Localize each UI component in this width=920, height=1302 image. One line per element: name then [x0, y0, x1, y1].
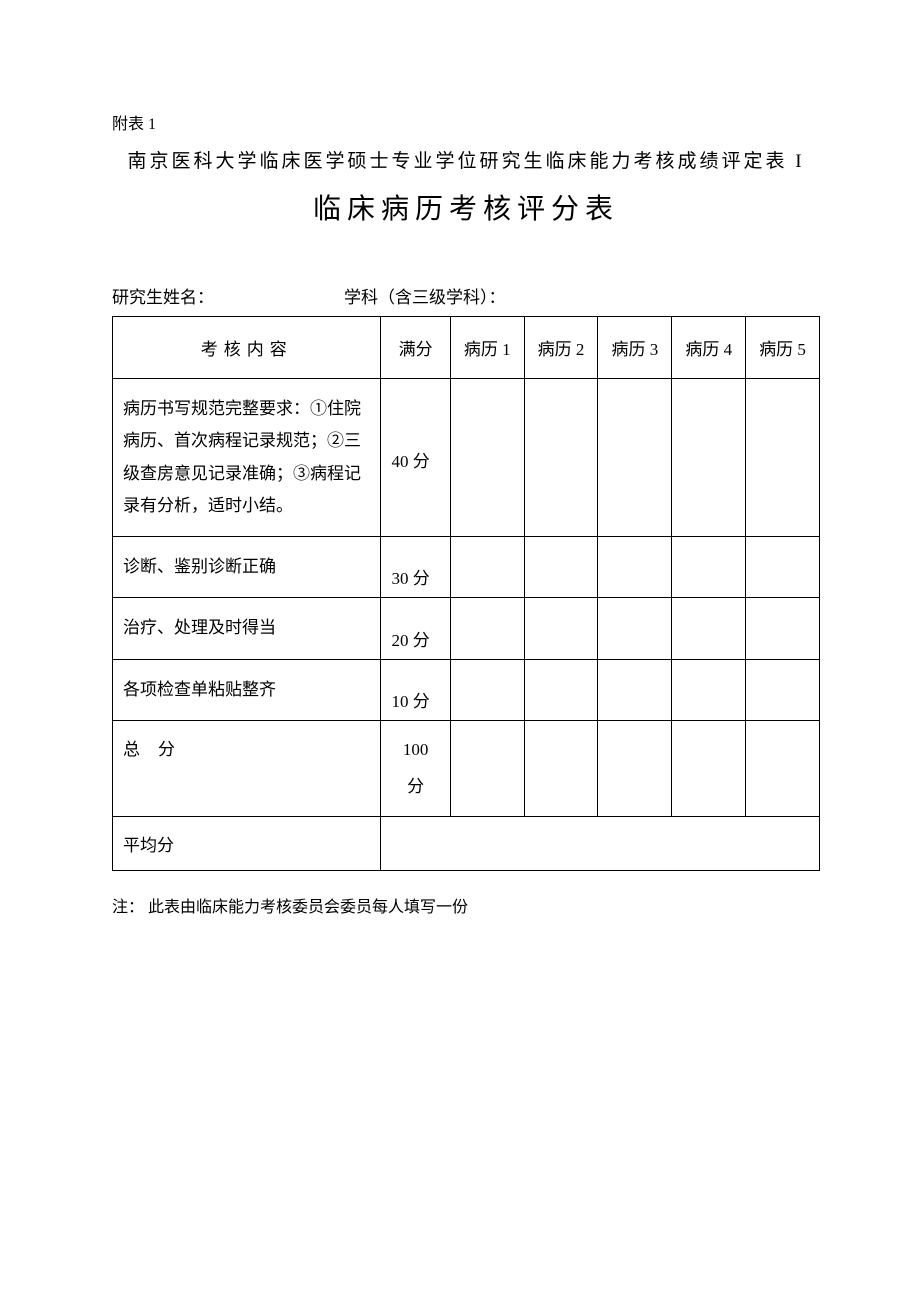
total-prefix: 总	[123, 740, 158, 759]
average-value	[381, 816, 820, 870]
total-label: 总分	[113, 721, 381, 817]
total-score-unit: 分	[407, 777, 424, 796]
footnote: 注： 此表由临床能力考核委员会委员每人填写一份	[112, 893, 820, 917]
row-score: 40 分	[381, 379, 450, 537]
cell-blank	[524, 537, 598, 598]
cell-blank	[746, 598, 820, 659]
cell-blank	[746, 659, 820, 720]
table-row: 各项检查单粘贴整齐 10 分	[113, 659, 820, 720]
cell-blank	[524, 659, 598, 720]
row-content: 各项检查单粘贴整齐	[113, 659, 381, 720]
total-score: 100 分	[381, 721, 450, 817]
cell-blank	[598, 379, 672, 537]
header-case-3: 病历 3	[598, 317, 672, 379]
row-content: 治疗、处理及时得当	[113, 598, 381, 659]
row-content: 诊断、鉴别诊断正确	[113, 537, 381, 598]
cell-blank	[672, 537, 746, 598]
cell-blank	[598, 659, 672, 720]
info-row: 研究生姓名： 学科（含三级学科）：	[112, 283, 820, 308]
table-total-row: 总分 100 分	[113, 721, 820, 817]
cell-blank	[598, 721, 672, 817]
cell-blank	[450, 659, 524, 720]
table-row: 病历书写规范完整要求：①住院病历、首次病程记录规范；②三级查房意见记录准确；③病…	[113, 379, 820, 537]
header-case-5: 病历 5	[746, 317, 820, 379]
score-table: 考核内容 满分 病历 1 病历 2 病历 3 病历 4 病历 5 病历书写规范完…	[112, 316, 820, 871]
cell-blank	[672, 721, 746, 817]
row-score: 20 分	[381, 598, 450, 659]
header-case-1: 病历 1	[450, 317, 524, 379]
cell-blank	[598, 537, 672, 598]
cell-blank	[598, 598, 672, 659]
appendix-label: 附表 1	[112, 110, 820, 134]
total-score-num: 100	[403, 740, 429, 759]
page-heading-2: 临床病历考核评分表	[112, 187, 820, 227]
cell-blank	[746, 721, 820, 817]
cell-blank	[524, 598, 598, 659]
row-score: 10 分	[381, 659, 450, 720]
header-full-score: 满分	[381, 317, 450, 379]
cell-blank	[672, 379, 746, 537]
header-case-2: 病历 2	[524, 317, 598, 379]
table-average-row: 平均分	[113, 816, 820, 870]
table-row: 治疗、处理及时得当 20 分	[113, 598, 820, 659]
table-row: 诊断、鉴别诊断正确 30 分	[113, 537, 820, 598]
cell-blank	[746, 537, 820, 598]
cell-blank	[524, 379, 598, 537]
header-content: 考核内容	[113, 317, 381, 379]
student-name-label: 研究生姓名：	[112, 283, 214, 308]
cell-blank	[450, 598, 524, 659]
cell-blank	[524, 721, 598, 817]
table-header-row: 考核内容 满分 病历 1 病历 2 病历 3 病历 4 病历 5	[113, 317, 820, 379]
row-score: 30 分	[381, 537, 450, 598]
average-label: 平均分	[113, 816, 381, 870]
row-content: 病历书写规范完整要求：①住院病历、首次病程记录规范；②三级查房意见记录准确；③病…	[113, 379, 381, 537]
subject-label: 学科（含三级学科）：	[344, 283, 506, 308]
cell-blank	[450, 721, 524, 817]
total-suffix: 分	[158, 740, 175, 759]
cell-blank	[450, 537, 524, 598]
cell-blank	[450, 379, 524, 537]
page-heading-1: 南京医科大学临床医学硕士专业学位研究生临床能力考核成绩评定表 I	[112, 146, 820, 173]
cell-blank	[746, 379, 820, 537]
cell-blank	[672, 659, 746, 720]
header-case-4: 病历 4	[672, 317, 746, 379]
cell-blank	[672, 598, 746, 659]
